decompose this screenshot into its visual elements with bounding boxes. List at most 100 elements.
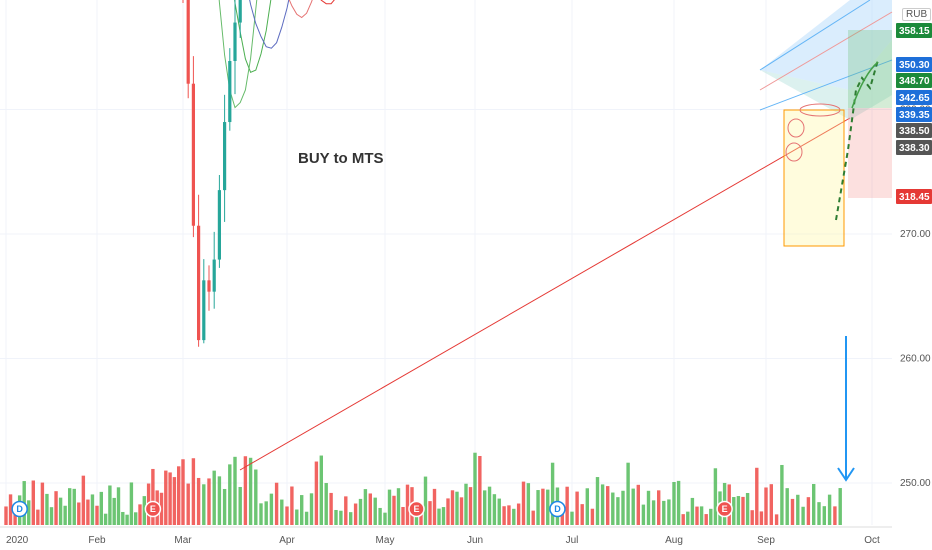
volume-bar	[387, 489, 392, 525]
x-tick-label: May	[376, 535, 395, 546]
earnings-marker	[716, 500, 733, 518]
grid	[0, 0, 892, 525]
volume-bar	[63, 505, 67, 525]
volume-bar	[672, 481, 676, 525]
volume-bar	[217, 476, 222, 525]
volume-bar	[541, 488, 545, 525]
price-label: 358.15	[899, 26, 930, 37]
event-marker-label: E	[150, 504, 156, 514]
volume-bar	[585, 488, 589, 525]
consolidation-circle	[787, 118, 805, 138]
earnings-marker	[408, 500, 425, 518]
volume-bar	[319, 455, 323, 525]
x-tick-label: Oct	[864, 535, 880, 546]
x-tick-label: Mar	[174, 535, 192, 546]
volume-bar	[507, 505, 511, 525]
candles	[182, 0, 242, 347]
volume-bar	[464, 483, 468, 525]
x-tick-label: Sep	[757, 535, 775, 546]
volume-bar	[290, 486, 294, 525]
volume-bar	[423, 476, 428, 525]
volume-bar	[233, 456, 237, 525]
range-box	[783, 109, 845, 247]
volume-bar	[36, 509, 40, 525]
volume-bar	[531, 510, 535, 525]
volume-bar	[676, 480, 681, 525]
dividend-marker	[549, 500, 566, 518]
earnings-marker	[144, 500, 162, 518]
volume-bar	[512, 508, 516, 525]
volume-bar	[238, 486, 242, 525]
volume-bar	[780, 464, 784, 525]
volume-bar	[363, 489, 368, 525]
candle-body	[233, 22, 237, 62]
volume-bar	[686, 511, 690, 525]
volume-bar	[378, 507, 382, 525]
volume-bar	[764, 487, 768, 525]
volume-bar	[713, 468, 718, 525]
volume-bar	[274, 482, 279, 525]
volume-bar	[72, 488, 76, 525]
candle-body	[217, 190, 221, 260]
stop-zone	[848, 108, 892, 198]
volume-bar	[309, 493, 314, 525]
x-tick-label: Feb	[88, 535, 106, 546]
volume-bar	[796, 494, 800, 525]
volume-bar	[459, 497, 464, 525]
volume-bar	[373, 497, 377, 525]
volume-bar	[657, 490, 661, 525]
volume-bar	[196, 477, 201, 525]
volume-bar	[432, 488, 437, 525]
volume-bar	[95, 505, 99, 525]
rising-channel-lower	[760, 40, 892, 120]
volume-bar	[358, 498, 363, 525]
x-tick-label: 2020	[6, 535, 29, 546]
price-label-bg	[896, 140, 932, 155]
x-tick-label: Aug	[665, 535, 683, 546]
volume-bar	[827, 494, 832, 525]
volume-bar	[662, 500, 666, 525]
drawing-layer	[239, 0, 893, 482]
volume-bar	[368, 493, 372, 525]
volume-bar	[314, 461, 319, 525]
volume-bar	[626, 462, 630, 525]
volume-bar	[478, 455, 482, 525]
volume-bar	[838, 488, 842, 525]
volume-bar	[646, 490, 651, 525]
volume-bar	[300, 495, 304, 525]
projection-up-arrow	[851, 61, 879, 109]
volume-bar	[455, 491, 459, 525]
volume-bar	[280, 499, 284, 525]
volume-bar	[99, 491, 103, 525]
volume-bar	[473, 452, 477, 525]
volume-bar	[27, 500, 31, 525]
volume-bar	[138, 504, 142, 525]
volume-bar	[177, 466, 181, 525]
volume-bar	[699, 506, 704, 525]
volume-bar	[580, 504, 584, 525]
candle-body	[238, 0, 242, 23]
volume-bar	[590, 508, 595, 525]
volume-bar	[142, 496, 146, 525]
y-tick-label: 250.00	[900, 478, 931, 489]
volume-bar	[709, 508, 713, 525]
volume-bar	[546, 489, 550, 525]
moving-average-line	[288, 0, 313, 19]
volume-bar	[704, 514, 708, 525]
volume-bar	[812, 483, 816, 525]
x-tick-label: Jul	[566, 535, 579, 546]
volume-bar	[774, 514, 779, 525]
channel-line-top	[759, 0, 871, 71]
volume-bar	[414, 511, 419, 525]
volume-bar	[801, 506, 805, 525]
volume-bar	[468, 487, 473, 525]
candle-body	[191, 83, 195, 226]
event-marker-label: D	[16, 504, 23, 514]
volume-bar	[428, 501, 432, 525]
volume-bar	[45, 493, 49, 525]
volume-bar	[600, 484, 605, 525]
volume-bar	[168, 472, 172, 525]
chart-annotation: BUY to MTS	[298, 150, 384, 167]
channel-line-mid	[759, 11, 893, 91]
volume-bar	[636, 484, 640, 525]
